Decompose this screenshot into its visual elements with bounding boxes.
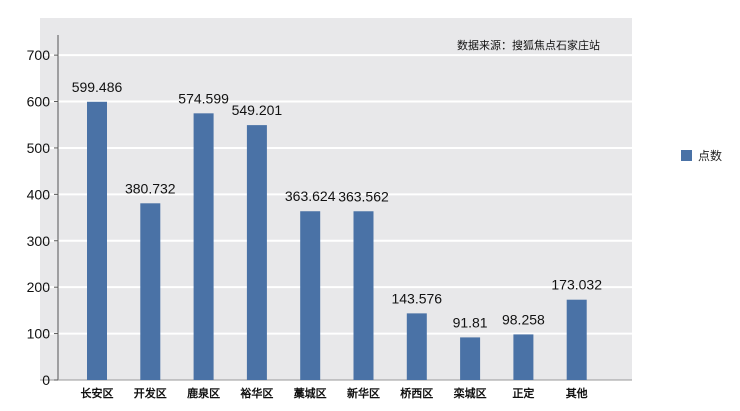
legend-label: 点数 <box>698 148 722 163</box>
bar <box>140 203 161 380</box>
x-tick-label: 其他 <box>566 386 588 400</box>
bar <box>246 125 267 380</box>
data-label: 599.486 <box>72 79 123 95</box>
y-tick-label: 600 <box>27 94 51 110</box>
y-tick-label: 300 <box>27 233 51 249</box>
x-tick-label: 藁城区 <box>293 386 327 400</box>
bar <box>353 211 374 380</box>
data-label: 380.732 <box>125 180 176 196</box>
x-tick-label: 裕华区 <box>239 386 273 400</box>
data-label: 91.81 <box>453 314 488 330</box>
y-tick-label: 400 <box>27 186 51 202</box>
x-tick-label: 桥西区 <box>400 386 433 400</box>
bar <box>513 334 534 380</box>
x-tick-label: 正定 <box>512 386 534 400</box>
x-tick-label: 栾城区 <box>453 386 487 400</box>
x-tick-label: 长安区 <box>81 386 114 400</box>
bar <box>406 313 427 380</box>
legend: 点数 <box>681 148 722 163</box>
data-label: 143.576 <box>391 290 442 306</box>
y-tick-label: 0 <box>42 372 50 388</box>
y-tick-label: 700 <box>27 47 51 63</box>
bar <box>87 101 107 380</box>
data-label: 574.599 <box>178 90 229 106</box>
bar <box>460 337 481 380</box>
legend-swatch <box>681 150 692 161</box>
x-tick-label: 开发区 <box>134 386 167 400</box>
bar <box>566 299 587 380</box>
data-label: 549.201 <box>232 102 283 118</box>
data-label: 363.624 <box>285 188 336 204</box>
plot-background <box>40 18 632 380</box>
bar <box>300 211 321 380</box>
y-tick-label: 200 <box>27 279 51 295</box>
x-tick-label: 新华区 <box>347 386 380 400</box>
data-label: 173.032 <box>551 277 602 293</box>
y-tick-label: 500 <box>27 140 51 156</box>
source-note: 数据来源：搜狐焦点石家庄站 <box>457 38 600 52</box>
data-label: 363.562 <box>338 188 389 204</box>
bar <box>193 113 214 380</box>
data-label: 98.258 <box>502 311 545 327</box>
x-tick-label: 鹿泉区 <box>187 386 220 400</box>
y-tick-label: 100 <box>27 326 51 342</box>
